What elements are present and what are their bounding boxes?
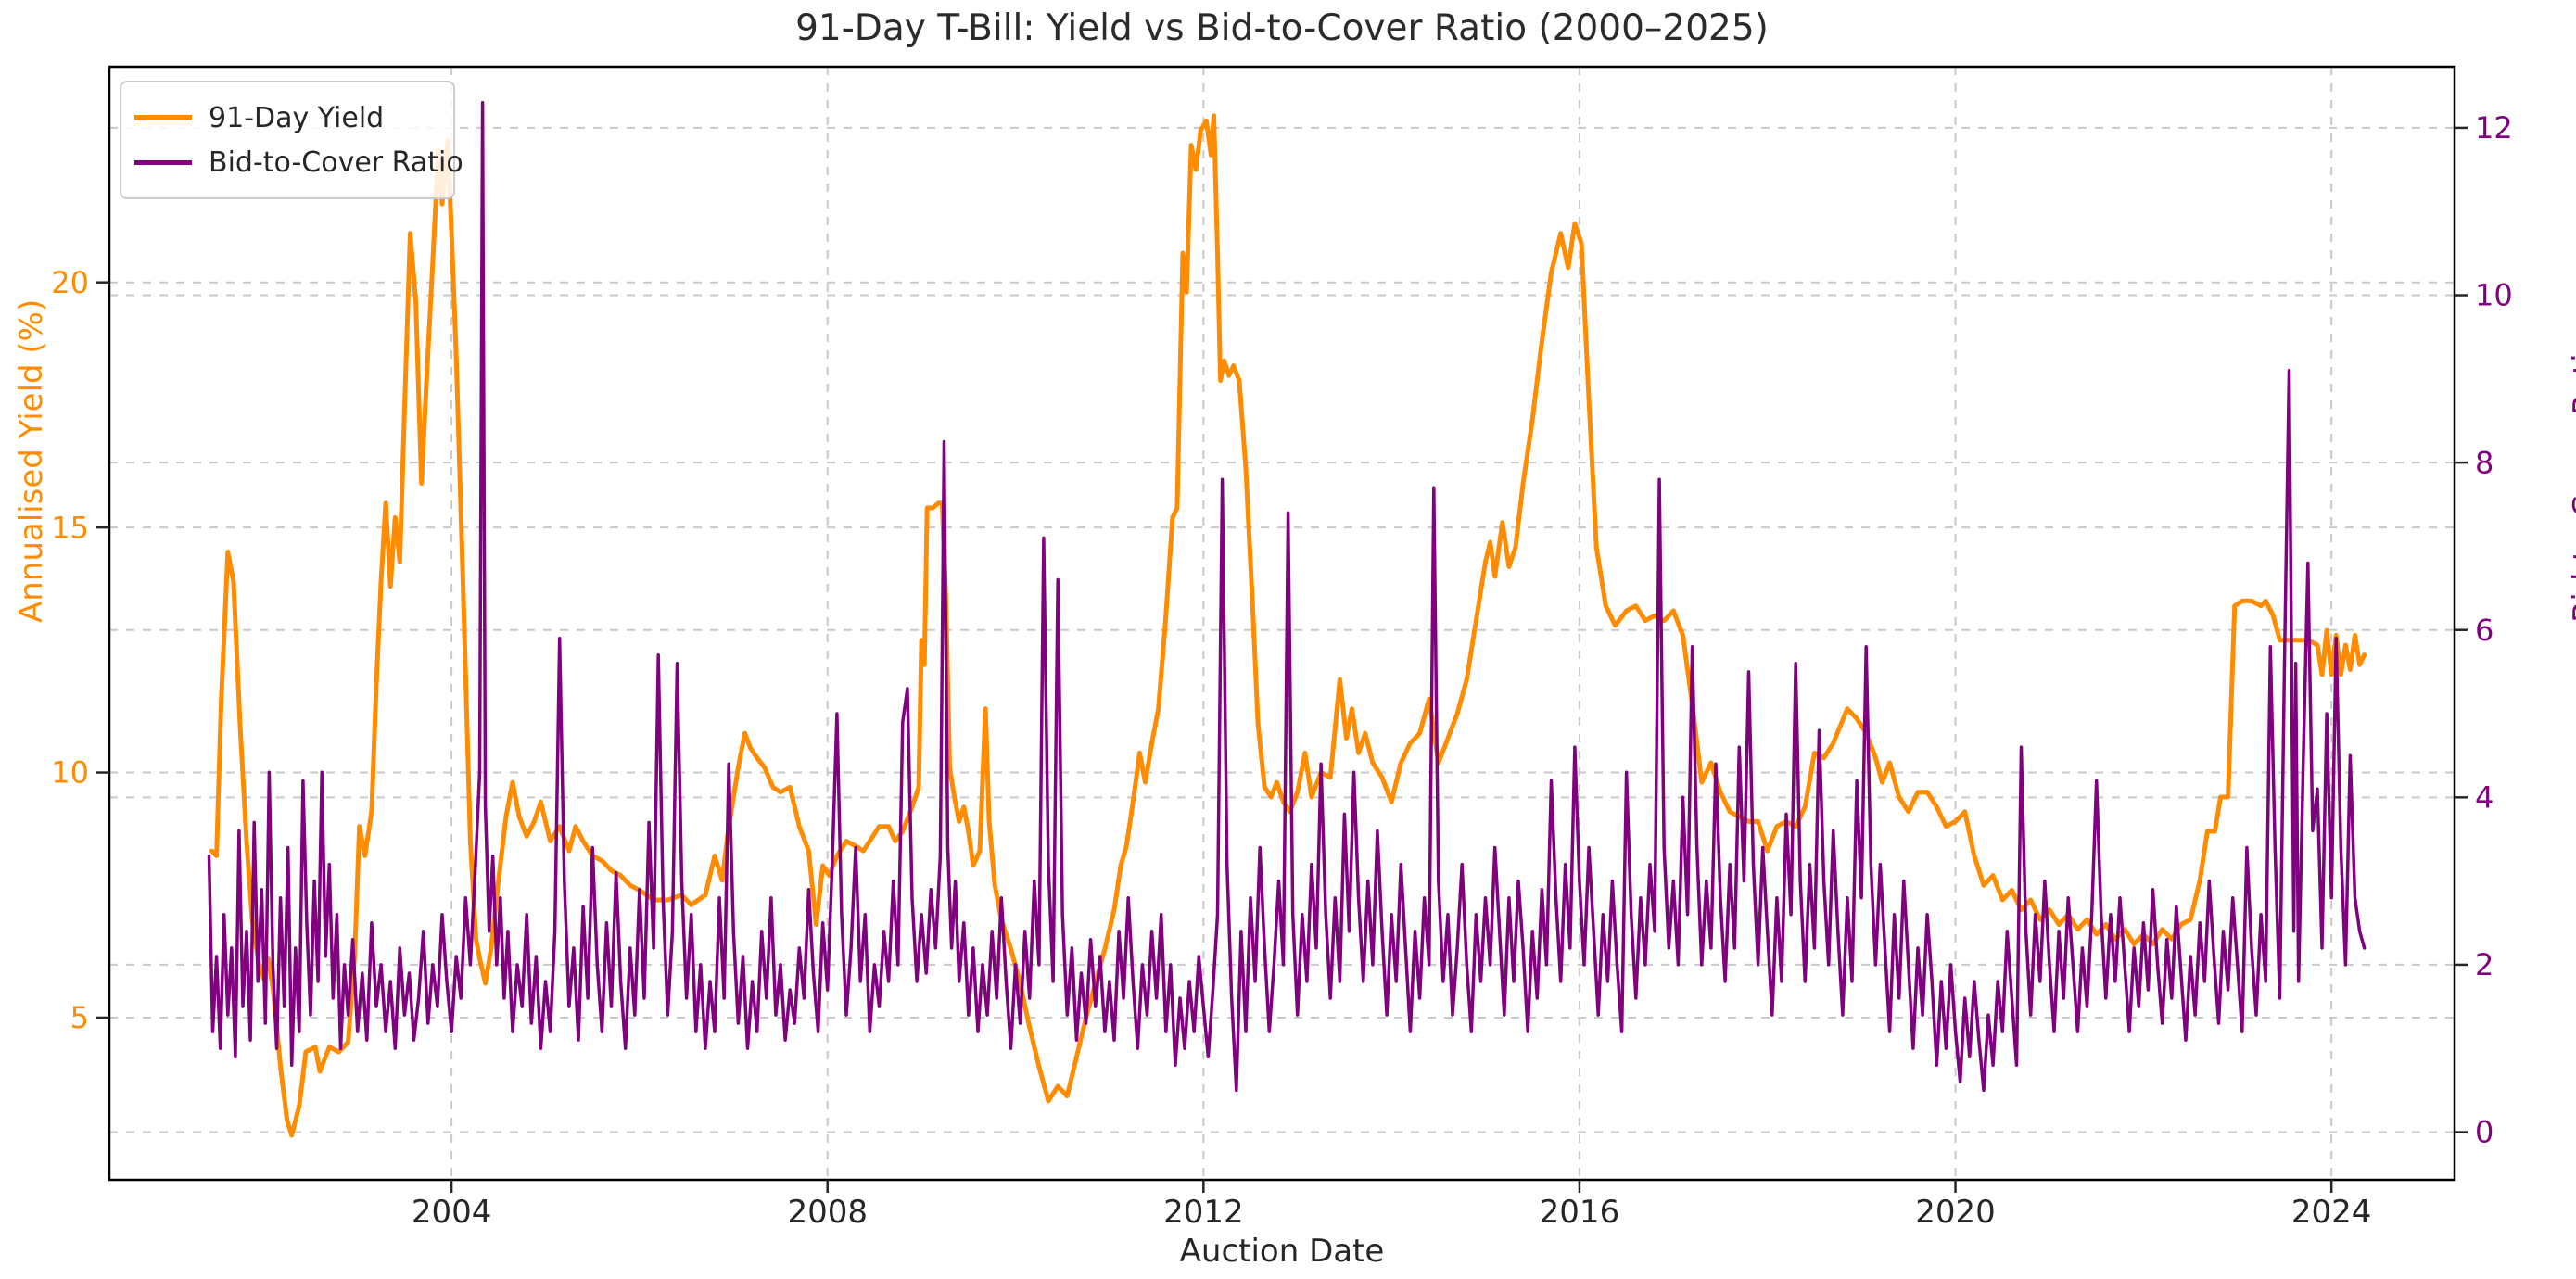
y-left-tick-label: 10 (51, 755, 89, 791)
btc-line-swatch (134, 159, 192, 165)
legend-label-yield: 91-Day Yield (209, 101, 385, 134)
yield-line-swatch (134, 115, 192, 120)
y-left-tick-label: 5 (70, 1000, 89, 1035)
chart-title: 91-Day T-Bill: Yield vs Bid-to-Cover Rat… (795, 7, 1769, 49)
yield-line (209, 113, 2367, 1138)
legend: 91-Day Yield Bid-to-Cover Ratio (120, 81, 463, 199)
y-right-tick-label: 4 (2475, 780, 2494, 816)
y-right-tick-label: 0 (2475, 1115, 2494, 1150)
x-tick-label: 2024 (2291, 1194, 2372, 1231)
x-tick-label: 2004 (412, 1194, 492, 1231)
y-right-tick-label: 8 (2475, 445, 2494, 480)
y-right-tick-label: 10 (2475, 278, 2513, 313)
y-left-tick-label: 20 (51, 265, 89, 300)
x-tick-label: 2020 (1915, 1194, 1996, 1231)
legend-item-btc: Bid-to-Cover Ratio (134, 140, 463, 184)
x-tick-label: 2012 (1163, 1194, 1244, 1231)
y-left-tick-label: 15 (51, 510, 89, 545)
legend-label-btc: Bid-to-Cover Ratio (209, 146, 463, 179)
x-tick-label: 2008 (787, 1194, 868, 1231)
legend-item-yield: 91-Day Yield (134, 95, 435, 140)
btc-line (207, 101, 2367, 1093)
y-right-tick-label: 12 (2475, 110, 2513, 146)
y-right-tick-label: 6 (2475, 613, 2494, 648)
x-tick-label: 2016 (1540, 1194, 1620, 1231)
axes-spines (108, 65, 2456, 1182)
x-axis-label: Auction Date (1179, 1233, 1385, 1270)
y-right-tick-label: 2 (2475, 947, 2494, 982)
